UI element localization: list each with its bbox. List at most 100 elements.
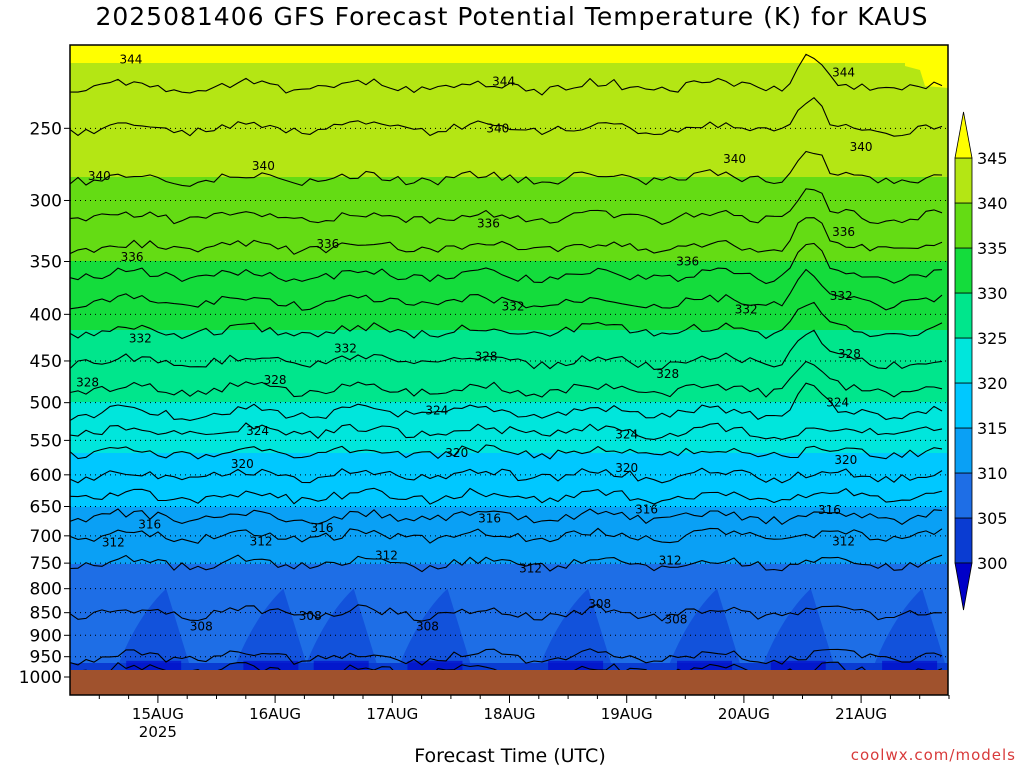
colorbar-label: 340 [977, 194, 1008, 213]
x-tick-label: 16AUG [249, 705, 301, 723]
contour-label: 336 [676, 254, 699, 268]
colorbar-label: 320 [977, 374, 1008, 393]
contour-label: 324 [425, 403, 448, 417]
bl-pulse [760, 588, 836, 670]
y-tick-label: 450 [30, 352, 62, 372]
contour-label: 324 [246, 424, 269, 438]
x-tick-label: 17AUG [366, 705, 418, 723]
contour-label: 324 [826, 396, 849, 410]
colorbar-legend: 300 305 310 315 320 325 330 335 340 345 [954, 111, 1008, 611]
isotherm-316 [70, 487, 943, 505]
isotherm-328 [70, 329, 943, 370]
isotherm-312 [70, 527, 943, 544]
contour-label: 308 [190, 619, 213, 633]
bl-pulse [303, 588, 379, 670]
isotherm-318 [70, 467, 943, 484]
y-tick-label: 600 [30, 466, 62, 486]
contour-label: 336 [121, 250, 144, 264]
y-tick-label: 500 [30, 394, 62, 414]
contour-label: 316 [478, 511, 501, 525]
bl-core [407, 660, 463, 670]
colorbar-band [954, 382, 973, 429]
isotherm-336 [70, 217, 943, 255]
bl-pulse [667, 588, 743, 670]
contour-label: 328 [656, 367, 679, 381]
colorbar-band [954, 517, 973, 564]
y-tick-label: 750 [30, 554, 62, 574]
bl-core [548, 660, 604, 670]
colorbar-band [954, 337, 973, 384]
x-axis-title: Forecast Time (UTC) [414, 745, 606, 767]
colorbar-band [954, 202, 973, 249]
contour-label: 320 [231, 457, 254, 471]
contour-label: 312 [375, 549, 398, 563]
bl-core [243, 660, 299, 670]
y-tick-label: 900 [30, 626, 62, 646]
colorbar-label: 305 [977, 509, 1008, 528]
y-tick-label: 800 [30, 580, 62, 600]
contour-label: 332 [735, 302, 758, 316]
isotherm-330 [70, 301, 943, 340]
contour-label: 308 [416, 619, 439, 633]
y-tick-label: 700 [30, 527, 62, 547]
contour-label: 336 [832, 225, 855, 239]
contour-label: 312 [659, 553, 682, 567]
colorbar-bottom-arrow [954, 562, 973, 611]
bl-pulse [872, 588, 948, 670]
isotherm-340 [70, 150, 943, 187]
isotherm-306 [70, 648, 943, 666]
contour-labels: 344 344 344 340 340 340 340 340 336 336 336 336 336 3… [76, 52, 872, 633]
contour-label: 332 [830, 289, 853, 303]
contour-label: 312 [832, 534, 855, 548]
y-axis: 2503003504004505005506006507007508008509… [19, 119, 70, 688]
bl-pulse [397, 588, 473, 670]
contour-label: 336 [316, 237, 339, 251]
contour-label: 316 [138, 517, 161, 531]
colorbar-label: 345 [977, 149, 1008, 168]
contour-label: 332 [502, 299, 525, 313]
contour-label: 328 [76, 375, 99, 389]
contour-label: 340 [252, 159, 275, 173]
contour-label: 320 [445, 446, 468, 460]
contour-label: 316 [635, 503, 658, 517]
high-theta-patch [905, 45, 948, 88]
colorbar-band [954, 472, 973, 519]
contour-label: 340 [88, 169, 111, 183]
isotherm-342 [70, 96, 943, 137]
contour-label: 308 [299, 609, 322, 623]
isotherm-338 [70, 188, 943, 225]
isotherm-344 [70, 53, 943, 96]
contour-label: 344 [832, 65, 855, 79]
contour-label: 332 [129, 331, 152, 345]
bl-core [126, 660, 182, 670]
bl-pulse [233, 588, 309, 670]
contour-field [70, 45, 948, 695]
isotherm-322 [70, 422, 943, 440]
contour-label: 320 [615, 461, 638, 475]
contour-label: 308 [664, 613, 687, 627]
credit-text: coolwx.com/models [850, 746, 1016, 764]
contour-label: 336 [477, 217, 500, 231]
y-tick-label: 550 [30, 431, 62, 451]
colorbar-band [954, 292, 973, 339]
colorbar-label: 310 [977, 464, 1008, 483]
contour-label: 328 [838, 347, 861, 361]
contour-label: 316 [311, 521, 334, 535]
colorbar-band [954, 247, 973, 294]
x-tick-label: 20AUG [718, 705, 770, 723]
contour-label: 312 [519, 561, 542, 575]
isotherm-326 [70, 360, 943, 398]
y-tick-label: 350 [30, 252, 62, 272]
contour-label: 344 [119, 52, 142, 66]
y-tick-label: 1000 [19, 668, 62, 688]
contour-label: 312 [250, 534, 273, 548]
colorbar-label: 315 [977, 419, 1008, 438]
x-tick-label: 19AUG [601, 705, 653, 723]
bl-core [677, 660, 733, 670]
y-tick-label: 250 [30, 119, 62, 139]
bl-core [770, 660, 826, 670]
isotherm-334 [70, 242, 943, 285]
x-tick-label: 15AUG [132, 705, 184, 723]
